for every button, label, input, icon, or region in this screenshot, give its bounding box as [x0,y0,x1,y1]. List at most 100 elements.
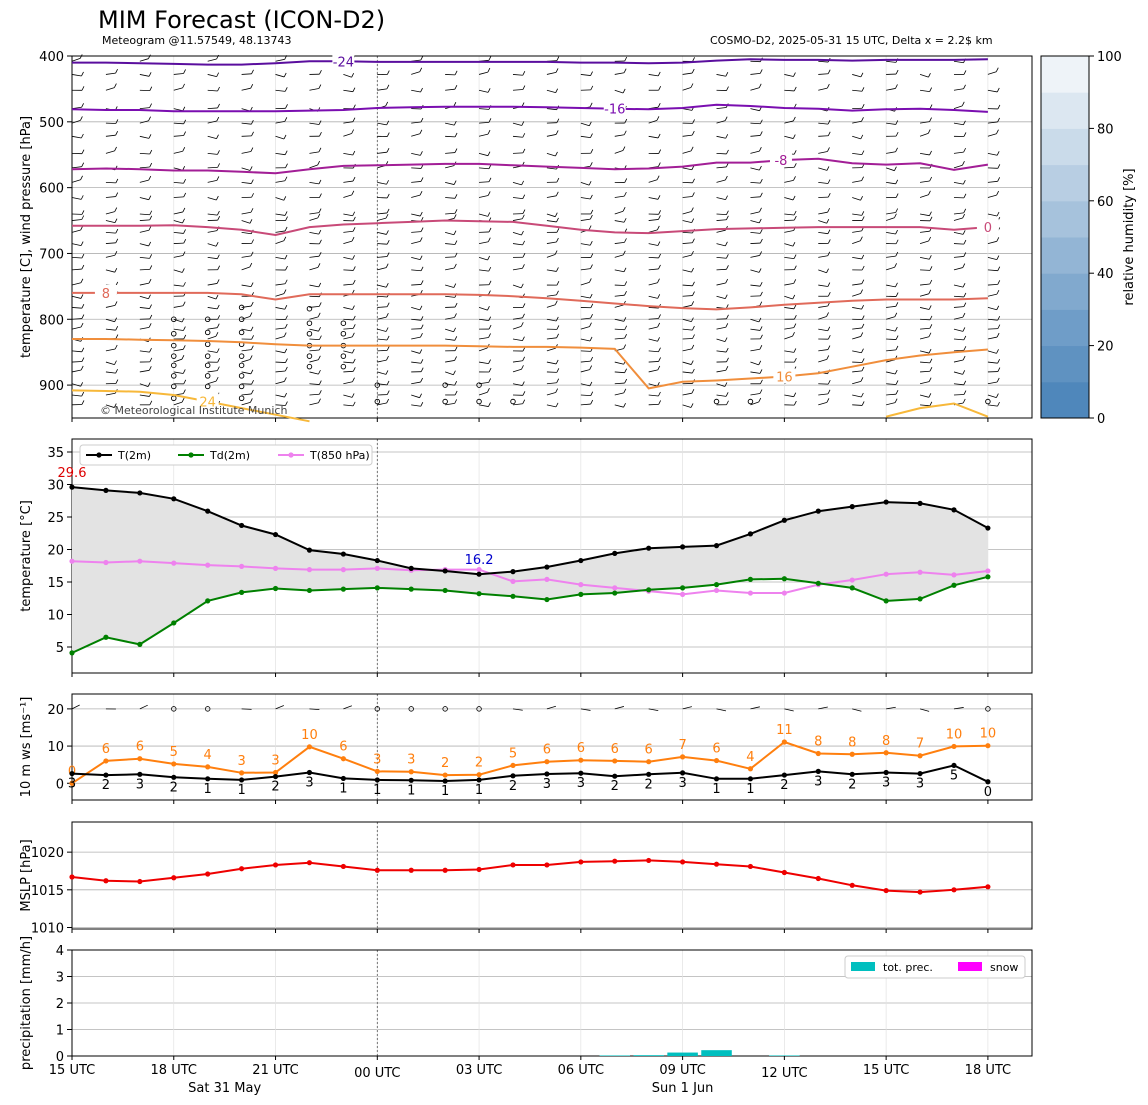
wind-barb [784,394,794,398]
data-point [646,759,652,765]
data-point [747,776,754,782]
wind-barb-flag [114,317,118,322]
wind-barb [241,371,251,375]
wind-barb-flag [963,84,966,89]
wind-barb [648,229,658,233]
wind-barb [953,164,963,169]
wind-barb-flag [895,345,899,351]
wind-barb [139,394,150,397]
wind-barb-flag [217,265,221,270]
wind-barb [614,328,625,331]
wind-barb-flag [657,278,660,283]
wind-barb [343,153,353,156]
wind-barb-flag [759,178,763,184]
wind-barb [377,338,388,341]
wind-barb [886,122,896,125]
wind-barb-flag [929,358,933,364]
wind-barb-flag [827,345,831,350]
wind-barb-flag [419,67,423,72]
data-point [747,590,754,596]
wind-barb [546,108,557,111]
isotherm-line [71,389,989,423]
data-label: 3 [577,776,585,791]
wind-barb-flag [997,117,1000,123]
data-label: 6 [611,742,619,757]
wind-barb-flag [725,72,729,77]
wind-barb-flag [521,381,525,386]
wind-barb-flag [522,253,526,258]
wind-barb [682,284,693,287]
wind-barb [682,242,693,244]
wind-barb-flag [521,365,524,370]
wind-barb-flag [522,313,525,318]
wind-barb-flag [80,382,84,387]
wind-barb [479,361,489,364]
wind-barb [377,359,387,363]
wind-barb-flag [115,68,118,74]
wind-barb [139,704,148,710]
wind-barb-flag [115,326,119,331]
wind-barb-flag [725,323,729,328]
wind-barb-flag [522,356,526,361]
wind-barb [852,197,861,201]
wind-barb-flag [997,280,1001,285]
data-label: 3 [678,776,686,791]
data-point [272,565,279,571]
wind-barb-flag [996,377,1000,383]
wind-barb [852,120,862,124]
wind-barb-flag [217,210,220,216]
legend: T(2m) Td(2m) T(850 hPa) [79,444,373,466]
wind-barb-flag [860,289,863,294]
data-label: 5 [170,745,178,760]
wind-barb [71,361,82,363]
wind-barb-flag [216,304,220,310]
wind-barb-flag [250,282,254,287]
wind-barb-flag [928,305,932,310]
data-point [510,862,516,868]
wind-barb [648,74,659,77]
data-point [408,769,414,775]
wind-barb [309,383,320,385]
wind-barb-flag [962,213,965,219]
wind-barb [682,361,692,365]
wind-barb-flag [79,54,83,59]
wind-barb-flag [726,86,729,91]
wind-barb [750,231,761,234]
wind-barb [750,328,761,331]
data-point [815,580,821,586]
wind-barb-flag [656,175,660,180]
wind-barb-flag [691,317,694,322]
calm-marker [171,353,177,359]
wind-barb-flag [963,132,967,137]
data-point [69,770,75,777]
wind-barb-flag [554,250,558,255]
wind-barb [682,371,693,374]
wind-barb-flag [182,207,186,213]
wind-barb-flag [997,324,1001,329]
wind-barb [105,254,116,258]
wind-barb [648,179,658,183]
wind-barb-flag [113,403,117,408]
isotherm-label-bg [976,219,999,235]
calm-marker [306,331,313,337]
wind-barb [886,338,897,340]
wind-barb [546,213,556,218]
precip-bar [667,1052,698,1056]
wind-barb [411,361,421,364]
y-tick-label: 700 [39,247,64,262]
calm-marker [374,706,381,712]
y-tick-label: 1015 [31,884,64,899]
wind-barb-flag [249,398,253,403]
wind-barb-flag [657,294,661,299]
wind-barb [241,305,252,308]
wind-barb-flag [861,216,865,221]
precip-bar [701,1050,732,1056]
wind-barb-flag [115,228,119,234]
wind-barb [71,350,82,353]
wind-barb-flag [590,391,594,396]
wind-barb [478,307,488,311]
wind-barb-flag [929,216,933,221]
wind-barb-flag [149,149,153,155]
wind-barb-flag [487,88,491,93]
wind-barb [241,220,251,224]
